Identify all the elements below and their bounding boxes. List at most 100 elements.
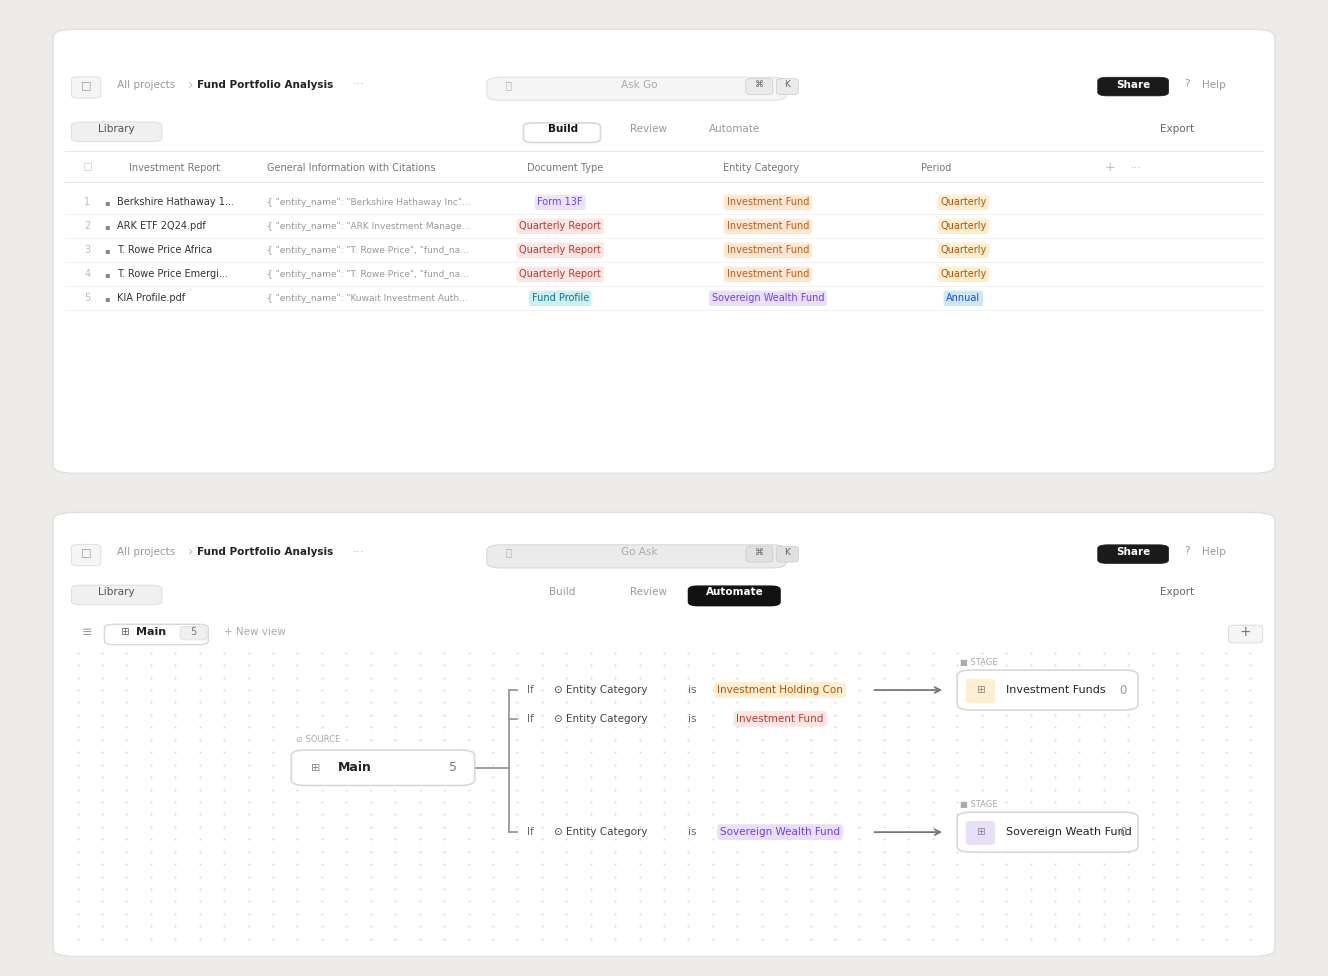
- Text: ›: ›: [187, 546, 193, 559]
- Text: ···: ···: [352, 546, 364, 559]
- Text: 5: 5: [84, 294, 90, 304]
- Text: K: K: [785, 548, 790, 557]
- Text: ■ STAGE: ■ STAGE: [960, 799, 997, 809]
- Text: Quarterly Report: Quarterly Report: [519, 269, 602, 279]
- Text: Form 13F: Form 13F: [538, 197, 583, 208]
- Text: Quarterly: Quarterly: [940, 197, 987, 208]
- Text: ···: ···: [1130, 163, 1142, 173]
- Text: ☐: ☐: [82, 163, 93, 173]
- Text: Ask Go: Ask Go: [622, 80, 657, 90]
- Text: KIA Profile.pdf: KIA Profile.pdf: [117, 294, 185, 304]
- Text: Review: Review: [629, 588, 667, 597]
- Text: +: +: [1240, 626, 1251, 639]
- Text: Main: Main: [337, 761, 372, 774]
- Text: + New view: + New view: [224, 628, 286, 637]
- Text: All projects: All projects: [117, 80, 175, 90]
- Text: { "entity_name": "Berkshire Hathaway Inc"...: { "entity_name": "Berkshire Hathaway Inc…: [267, 198, 470, 207]
- Text: T. Rowe Price Africa: T. Rowe Price Africa: [117, 245, 212, 256]
- Text: Library: Library: [98, 124, 135, 134]
- Text: Sovereign Wealth Fund: Sovereign Wealth Fund: [712, 294, 825, 304]
- FancyBboxPatch shape: [53, 512, 1275, 956]
- FancyBboxPatch shape: [965, 821, 995, 845]
- Text: ···: ···: [352, 78, 364, 92]
- Text: Investment Fund: Investment Fund: [726, 222, 809, 231]
- Text: 0: 0: [1120, 683, 1127, 697]
- Text: 1: 1: [84, 197, 90, 208]
- Text: Annual: Annual: [947, 294, 980, 304]
- Text: ⊞: ⊞: [976, 827, 985, 837]
- Text: ?: ?: [1185, 79, 1190, 89]
- Text: Fund Profile: Fund Profile: [531, 294, 588, 304]
- Text: Fund Portfolio Analysis: Fund Portfolio Analysis: [198, 548, 333, 557]
- Text: ?: ?: [1185, 547, 1190, 556]
- Text: Sovereign Wealth Fund: Sovereign Wealth Fund: [720, 827, 841, 837]
- Text: If: If: [527, 685, 534, 695]
- FancyBboxPatch shape: [72, 545, 101, 566]
- FancyBboxPatch shape: [957, 671, 1138, 710]
- FancyBboxPatch shape: [487, 77, 786, 101]
- Text: ▪: ▪: [105, 294, 110, 303]
- Text: General Information with Citations: General Information with Citations: [267, 163, 436, 173]
- Text: Quarterly Report: Quarterly Report: [519, 245, 602, 256]
- FancyBboxPatch shape: [777, 547, 798, 562]
- Text: Go Ask: Go Ask: [622, 548, 657, 557]
- Text: ARK ETF 2Q24.pdf: ARK ETF 2Q24.pdf: [117, 222, 206, 231]
- FancyBboxPatch shape: [291, 750, 474, 786]
- Text: 5: 5: [190, 628, 197, 637]
- Text: ⊙ SOURCE: ⊙ SOURCE: [296, 735, 340, 744]
- Text: { "entity_name": "T. Rowe Price", "fund_na...: { "entity_name": "T. Rowe Price", "fund_…: [267, 270, 469, 279]
- Text: Help: Help: [1202, 80, 1226, 90]
- Text: is: is: [688, 713, 697, 724]
- Text: Berkshire Hathaway 1...: Berkshire Hathaway 1...: [117, 197, 234, 208]
- Text: If: If: [527, 713, 534, 724]
- FancyBboxPatch shape: [105, 625, 208, 645]
- Text: Investment Funds: Investment Funds: [1007, 685, 1106, 695]
- Text: Library: Library: [98, 588, 135, 597]
- Text: ⊞: ⊞: [121, 628, 129, 637]
- Text: ■ STAGE: ■ STAGE: [960, 658, 997, 667]
- Text: Main: Main: [137, 628, 166, 637]
- Text: 🔍: 🔍: [505, 548, 511, 557]
- Text: Quarterly: Quarterly: [940, 245, 987, 256]
- Text: Sovereign Weath Fund: Sovereign Weath Fund: [1007, 827, 1131, 837]
- Text: ⊙ Entity Category: ⊙ Entity Category: [554, 713, 648, 724]
- Text: Share: Share: [1116, 548, 1150, 557]
- Text: K: K: [785, 80, 790, 89]
- Text: ⊞: ⊞: [311, 763, 320, 773]
- Text: ⊙ Entity Category: ⊙ Entity Category: [554, 827, 648, 837]
- Text: Investment Fund: Investment Fund: [726, 197, 809, 208]
- FancyBboxPatch shape: [777, 79, 798, 95]
- Text: Fund Portfolio Analysis: Fund Portfolio Analysis: [198, 80, 333, 90]
- Text: { "entity_name": "ARK Investment Manage...: { "entity_name": "ARK Investment Manage.…: [267, 222, 470, 231]
- Text: Share: Share: [1116, 80, 1150, 90]
- Text: Quarterly Report: Quarterly Report: [519, 222, 602, 231]
- Text: Document Type: Document Type: [527, 163, 603, 173]
- Text: ▪: ▪: [105, 222, 110, 231]
- Text: 2: 2: [84, 222, 90, 231]
- Text: Export: Export: [1161, 124, 1194, 134]
- Text: Automate: Automate: [709, 124, 761, 134]
- FancyBboxPatch shape: [181, 627, 207, 640]
- Text: ⌘: ⌘: [754, 548, 764, 557]
- FancyBboxPatch shape: [965, 679, 995, 703]
- Text: ▪: ▪: [105, 198, 110, 207]
- Text: 3: 3: [84, 245, 90, 256]
- Text: If: If: [527, 827, 534, 837]
- Text: ⊞: ⊞: [976, 685, 985, 695]
- Text: Build: Build: [547, 124, 578, 134]
- Text: Investment Fund: Investment Fund: [726, 245, 809, 256]
- Text: { "entity_name": "T. Rowe Price", "fund_na...: { "entity_name": "T. Rowe Price", "fund_…: [267, 246, 469, 255]
- Text: 🔍: 🔍: [505, 80, 511, 90]
- FancyBboxPatch shape: [957, 812, 1138, 852]
- Text: Help: Help: [1202, 548, 1226, 557]
- Text: ⌘: ⌘: [754, 80, 764, 89]
- Text: is: is: [688, 685, 697, 695]
- FancyBboxPatch shape: [53, 29, 1275, 473]
- FancyBboxPatch shape: [746, 547, 773, 562]
- Text: Investment Report: Investment Report: [129, 163, 220, 173]
- FancyBboxPatch shape: [688, 587, 780, 606]
- Text: Investment Fund: Investment Fund: [726, 269, 809, 279]
- Text: Investment Fund: Investment Fund: [737, 713, 823, 724]
- Text: ≡: ≡: [82, 626, 93, 639]
- FancyBboxPatch shape: [1098, 77, 1169, 96]
